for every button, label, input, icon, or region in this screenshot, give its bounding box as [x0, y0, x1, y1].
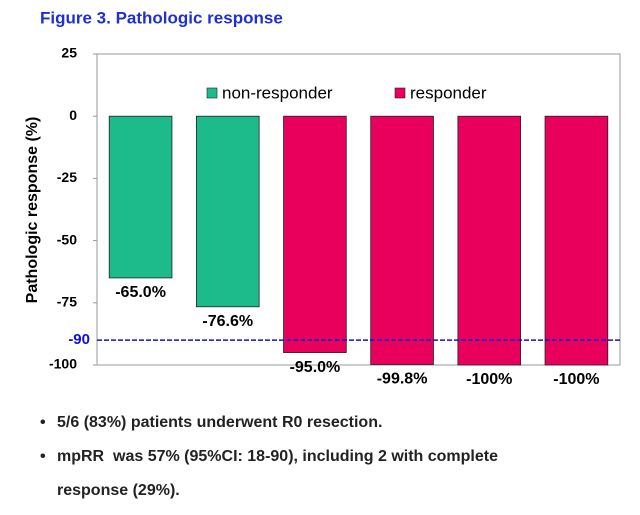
- bar: [195, 115, 260, 308]
- y-tick-label: -25: [57, 169, 77, 185]
- notes: 5/6 (83%) patients underwent R0 resectio…: [40, 406, 510, 508]
- note: mpRR was 57% (95%CI: 18-90), including 2…: [40, 440, 510, 508]
- value-label: -76.6%: [202, 313, 253, 330]
- y-tick-label: -75: [57, 294, 77, 310]
- value-label: -95.0%: [290, 359, 341, 376]
- y-axis-label: Pathologic response (%): [24, 117, 41, 304]
- y-tick-label: 0: [69, 107, 77, 123]
- value-label: -100%: [553, 371, 599, 388]
- bar: [544, 115, 609, 366]
- chart-title: Figure 3. Pathologic response: [40, 8, 283, 27]
- legend-label: responder: [410, 83, 487, 102]
- y-tick-label: -50: [57, 231, 77, 247]
- reference-label: -90: [68, 331, 90, 348]
- value-label: -99.8%: [377, 371, 428, 388]
- bar: [370, 115, 434, 365]
- chart: Figure 3. Pathologic response Pathologic…: [24, 8, 621, 388]
- y-tick-label: 25: [61, 45, 77, 61]
- legend-swatch: [206, 87, 218, 99]
- bar: [108, 115, 173, 279]
- y-tick-label: -100: [49, 356, 77, 372]
- bar: [283, 115, 347, 353]
- value-label: -65.0%: [115, 284, 166, 301]
- plot-frame: [96, 53, 621, 366]
- value-label: -100%: [466, 371, 512, 388]
- bar: [457, 115, 522, 366]
- legend-label: non-responder: [222, 83, 333, 102]
- note: 5/6 (83%) patients underwent R0 resectio…: [40, 406, 510, 440]
- legend-swatch: [394, 87, 406, 99]
